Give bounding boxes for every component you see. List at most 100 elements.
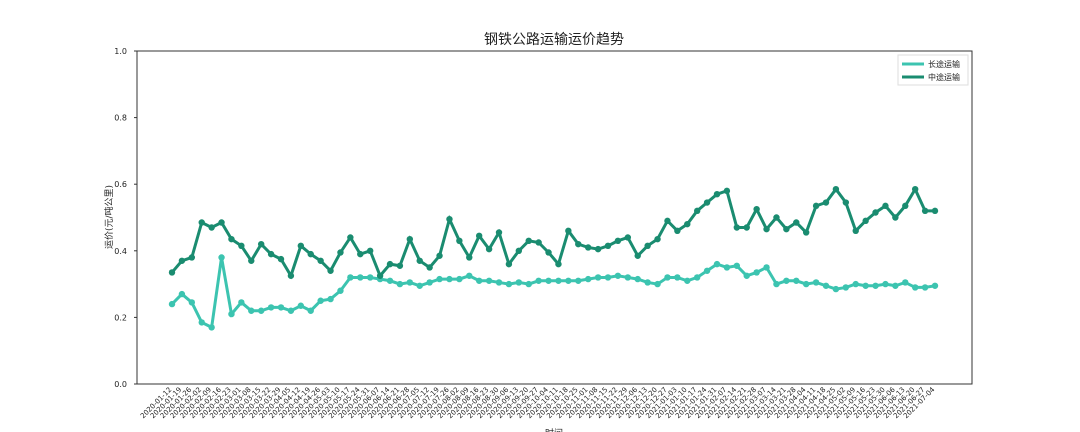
point (347, 234, 354, 241)
point (604, 274, 612, 281)
point (723, 264, 731, 271)
point (208, 224, 215, 231)
point (257, 240, 265, 248)
point (198, 319, 205, 326)
point (584, 244, 592, 251)
point (466, 272, 473, 279)
point (366, 274, 374, 281)
point (822, 199, 830, 206)
point (852, 280, 859, 288)
point (733, 262, 741, 269)
point (921, 284, 929, 291)
point (347, 274, 354, 281)
point (238, 242, 245, 250)
point (555, 277, 562, 284)
point (228, 235, 235, 243)
point (684, 277, 691, 284)
point (783, 277, 790, 284)
point (852, 227, 859, 235)
point (763, 225, 770, 233)
point (267, 304, 275, 311)
point (475, 277, 483, 284)
point (485, 245, 493, 253)
point (426, 264, 433, 271)
point (396, 262, 404, 269)
point (475, 232, 483, 240)
point (614, 272, 622, 279)
point (911, 185, 919, 193)
point (644, 279, 651, 286)
point (773, 214, 780, 221)
y-tick-label: 0.2 (114, 313, 127, 322)
point (565, 227, 572, 235)
point (168, 269, 176, 276)
point (862, 282, 869, 289)
point (594, 274, 602, 281)
point (327, 267, 334, 274)
point (436, 275, 443, 283)
point (485, 277, 493, 284)
point (446, 215, 453, 223)
point (832, 185, 840, 193)
point (723, 187, 731, 195)
y-tick-label: 1.0 (114, 47, 127, 56)
y-tick-label: 0.6 (114, 180, 127, 189)
point (634, 275, 641, 283)
point (456, 275, 463, 283)
point (812, 279, 820, 286)
point (218, 254, 225, 261)
plot-frame (136, 50, 973, 385)
point (783, 225, 790, 233)
point (703, 199, 711, 206)
point (357, 274, 364, 281)
point (664, 274, 671, 281)
point (495, 279, 503, 286)
point (178, 290, 186, 298)
point (713, 190, 721, 198)
point (545, 277, 552, 284)
point (892, 282, 899, 289)
point (495, 229, 503, 236)
point (228, 310, 235, 318)
series-line (170, 185, 935, 280)
point (832, 285, 840, 293)
point (575, 277, 582, 284)
point (911, 284, 919, 291)
point (248, 307, 255, 314)
point (565, 277, 572, 284)
point (297, 302, 305, 309)
point (684, 220, 691, 228)
point (525, 237, 532, 245)
y-axis-label: 运价(元/吨公里) (103, 185, 115, 249)
point (902, 202, 909, 210)
y-tick-label: 0.0 (114, 380, 127, 389)
point (842, 284, 850, 291)
point (693, 274, 701, 281)
point (406, 235, 414, 243)
point (604, 242, 612, 250)
y-tick-label: 0.8 (114, 114, 127, 123)
legend-box (897, 54, 969, 86)
point (634, 252, 641, 259)
point (802, 229, 810, 236)
point (921, 207, 929, 215)
point (218, 219, 225, 226)
point (882, 280, 889, 288)
point (733, 224, 741, 231)
point (168, 300, 176, 308)
point (515, 279, 523, 286)
point (307, 307, 314, 314)
x-axis-label: 时间 (545, 427, 563, 432)
point (208, 324, 215, 331)
point (872, 209, 879, 216)
point (337, 287, 344, 294)
point (188, 254, 196, 261)
point (505, 280, 513, 288)
point (317, 257, 324, 264)
point (624, 274, 632, 281)
point (654, 235, 661, 243)
point (842, 199, 850, 206)
y-tick-label: 0.4 (114, 247, 127, 256)
point (386, 260, 394, 268)
